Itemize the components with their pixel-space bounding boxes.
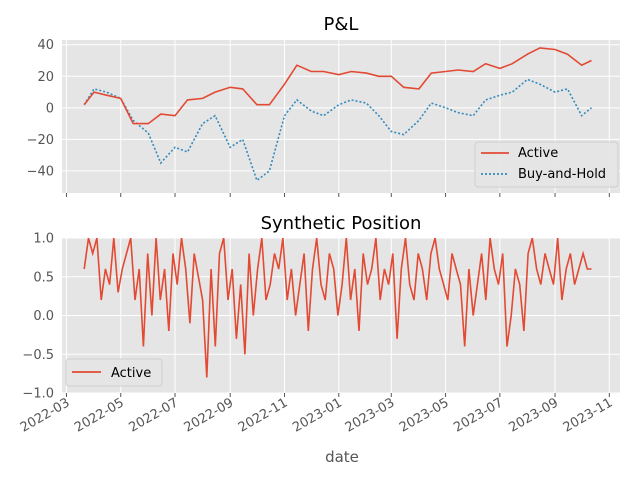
position-title: Synthetic Position [261,213,422,234]
chart-position: 1.0 0.5 0.0 −0.5 −1.0 2022-03 2022-05 2022-07 2… [18,213,620,466]
position-x-tick-label: 2023-07 [451,395,506,435]
position-x-axis-label: date [325,448,359,466]
pnl-y-ticks: 40 20 0 −20 −40 [27,38,54,179]
position-y-ticks: 1.0 0.5 0.0 −0.5 −1.0 [22,232,54,402]
pnl-legend-active-label: Active [518,146,558,161]
position-legend-active-label: Active [111,366,151,381]
chart-pnl: 40 20 0 −20 −40 P&L Active Buy-and-Hold [27,14,620,197]
pnl-y-tick-label: −40 [27,164,54,179]
pnl-y-tick-label: 0 [46,101,54,116]
position-series [83,238,592,378]
position-legend-box [65,358,163,387]
pnl-series-active-line [83,47,592,125]
position-x-tick-label: 2022-05 [72,395,127,435]
position-grid [62,237,620,394]
position-y-tick-label: 0.5 [33,270,54,285]
position-x-tick-label: 2023-05 [397,395,452,435]
pnl-legend: Active Buy-and-Hold [474,141,619,188]
position-x-tick-label: 2022-11 [236,395,291,435]
position-y-tick-label: 1.0 [33,232,54,247]
position-x-tick-label: 2022-07 [126,395,181,435]
pnl-legend-box [474,141,619,188]
pnl-series [83,47,593,182]
position-x-ticks: 2022-03 2022-05 2022-07 2022-09 2022-11 2023-… [18,393,615,436]
position-y-tick-label: −1.0 [22,387,54,402]
pnl-legend-buy-and-hold-label: Buy-and-Hold [518,167,606,182]
position-y-tick-label: 0.0 [33,309,54,324]
position-legend: Active [65,358,163,387]
position-x-tick-label: 2023-03 [343,395,398,435]
pnl-y-tick-label: 20 [37,70,54,85]
pnl-title: P&L [324,14,359,35]
pnl-y-tick-label: −20 [27,133,54,148]
position-x-tick-label: 2023-11 [561,395,616,435]
pnl-y-tick-label: 40 [37,38,54,53]
pnl-x-ticks [65,193,610,197]
position-x-tick-label: 2023-01 [290,395,345,435]
position-y-tick-label: −0.5 [22,348,54,363]
position-series-active-line [83,238,592,378]
position-x-tick-label: 2022-09 [182,395,237,435]
position-x-tick-label: 2023-09 [506,395,561,435]
pnl-grid [62,40,620,193]
